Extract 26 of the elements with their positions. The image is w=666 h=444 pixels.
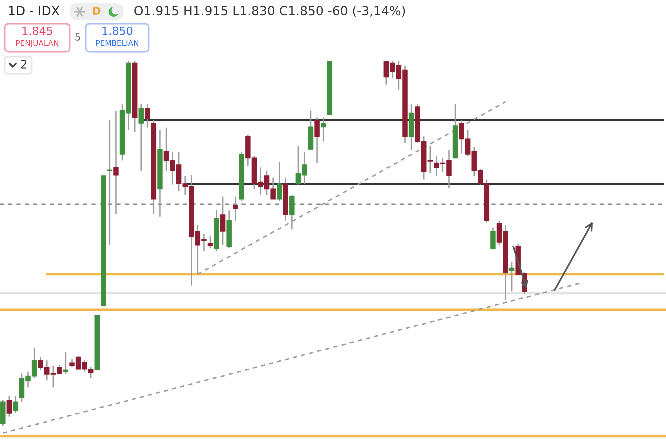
- text: 1.845: [22, 26, 52, 36]
- candlestick: [63, 352, 69, 376]
- text: 1.850: [102, 26, 133, 36]
- candlestick: [13, 395, 18, 414]
- text: 5: [76, 34, 80, 41]
- candlestick: [6, 395, 12, 418]
- candlestick: [509, 262, 515, 292]
- candlestick: [208, 236, 214, 250]
- candlestick: [0, 400, 6, 427]
- candlestick: [232, 196, 238, 222]
- candlestick: [490, 227, 496, 250]
- candlestick: [320, 117, 326, 142]
- candlestick: [220, 196, 226, 246]
- candlestick: [145, 104, 150, 129]
- candlestick: [276, 162, 282, 202]
- candlestick: [114, 110, 119, 215]
- chart-subtitle: O1.915 H1.915 L1.830 C1.850 -60 (-3,14%): [134, 6, 406, 18]
- chart-title: 1D - IDX: [9, 6, 60, 16]
- candlestick: [308, 110, 314, 151]
- candlestick: [314, 117, 320, 164]
- candlestick: [138, 104, 144, 172]
- candlestick: [290, 194, 295, 230]
- candlestick: [107, 120, 113, 246]
- annotation: 2: [21, 60, 27, 69]
- text: D: [94, 7, 101, 15]
- candlestick: [408, 104, 414, 151]
